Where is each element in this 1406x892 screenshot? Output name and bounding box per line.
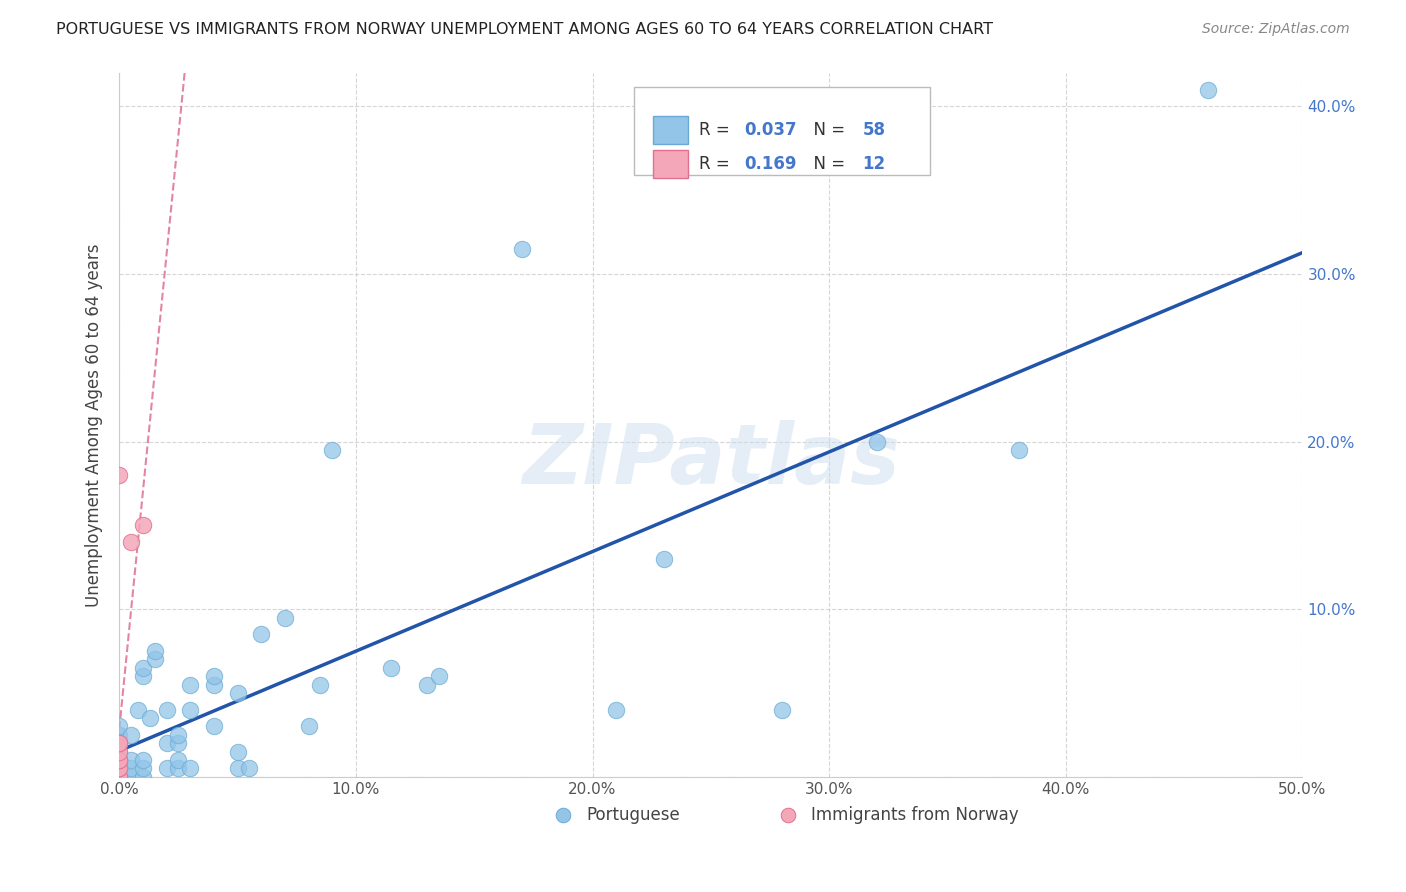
- Point: [108, 745, 131, 759]
- Text: Portuguese: Portuguese: [586, 806, 681, 824]
- Text: 58: 58: [862, 121, 886, 139]
- Point: [238, 761, 260, 775]
- Point: [143, 644, 166, 658]
- Point: [127, 703, 149, 717]
- Point: [108, 753, 131, 767]
- Point: [321, 442, 343, 457]
- Point: [510, 242, 533, 256]
- Point: [226, 761, 249, 775]
- Point: [108, 753, 131, 767]
- Point: [167, 753, 190, 767]
- Point: [108, 736, 131, 750]
- Point: [605, 703, 627, 717]
- Point: [108, 736, 131, 750]
- Point: [309, 677, 332, 691]
- Point: [139, 711, 162, 725]
- Point: [226, 745, 249, 759]
- Point: [120, 728, 142, 742]
- Point: [167, 728, 190, 742]
- Point: [202, 719, 225, 733]
- Point: [427, 669, 450, 683]
- Point: [120, 770, 142, 784]
- Text: N =: N =: [803, 154, 851, 173]
- Point: [380, 661, 402, 675]
- Point: [226, 686, 249, 700]
- Point: [108, 468, 131, 483]
- FancyBboxPatch shape: [634, 87, 929, 175]
- Point: [108, 753, 131, 767]
- Point: [108, 761, 131, 775]
- Point: [108, 770, 131, 784]
- Point: [108, 728, 131, 742]
- Point: [108, 753, 131, 767]
- FancyBboxPatch shape: [652, 150, 689, 178]
- Point: [416, 677, 439, 691]
- Text: R =: R =: [699, 154, 735, 173]
- Text: 0.169: 0.169: [744, 154, 797, 173]
- Point: [179, 677, 201, 691]
- Point: [167, 736, 190, 750]
- Point: [155, 761, 177, 775]
- Text: 12: 12: [862, 154, 886, 173]
- Point: [120, 761, 142, 775]
- Point: [995, 862, 1018, 876]
- Text: Source: ZipAtlas.com: Source: ZipAtlas.com: [1202, 22, 1350, 37]
- Point: [865, 434, 887, 449]
- Point: [108, 736, 131, 750]
- Point: [108, 770, 131, 784]
- Point: [1007, 442, 1029, 457]
- Point: [652, 552, 675, 566]
- Point: [770, 703, 793, 717]
- Point: [108, 761, 131, 775]
- Point: [108, 761, 131, 775]
- Point: [108, 761, 131, 775]
- Y-axis label: Unemployment Among Ages 60 to 64 years: Unemployment Among Ages 60 to 64 years: [86, 244, 103, 607]
- Text: Immigrants from Norway: Immigrants from Norway: [811, 806, 1019, 824]
- Text: ZIPatlas: ZIPatlas: [522, 419, 900, 500]
- Point: [297, 719, 319, 733]
- Point: [202, 677, 225, 691]
- Point: [132, 770, 155, 784]
- Point: [1197, 83, 1219, 97]
- Point: [108, 753, 131, 767]
- Point: [143, 652, 166, 666]
- Point: [120, 535, 142, 549]
- Point: [155, 736, 177, 750]
- Point: [132, 518, 155, 533]
- Point: [108, 719, 131, 733]
- Point: [120, 753, 142, 767]
- Point: [108, 770, 131, 784]
- Point: [108, 736, 131, 750]
- Point: [202, 669, 225, 683]
- Point: [132, 661, 155, 675]
- Point: [132, 669, 155, 683]
- Point: [179, 761, 201, 775]
- Text: PORTUGUESE VS IMMIGRANTS FROM NORWAY UNEMPLOYMENT AMONG AGES 60 TO 64 YEARS CORR: PORTUGUESE VS IMMIGRANTS FROM NORWAY UNE…: [56, 22, 993, 37]
- Point: [167, 761, 190, 775]
- Point: [108, 770, 131, 784]
- Point: [250, 627, 273, 641]
- Point: [132, 761, 155, 775]
- Point: [155, 703, 177, 717]
- Point: [108, 736, 131, 750]
- Point: [274, 610, 297, 624]
- Point: [108, 745, 131, 759]
- FancyBboxPatch shape: [652, 116, 689, 144]
- Text: R =: R =: [699, 121, 735, 139]
- Text: N =: N =: [803, 121, 851, 139]
- Point: [132, 753, 155, 767]
- Text: 0.037: 0.037: [744, 121, 797, 139]
- Point: [179, 703, 201, 717]
